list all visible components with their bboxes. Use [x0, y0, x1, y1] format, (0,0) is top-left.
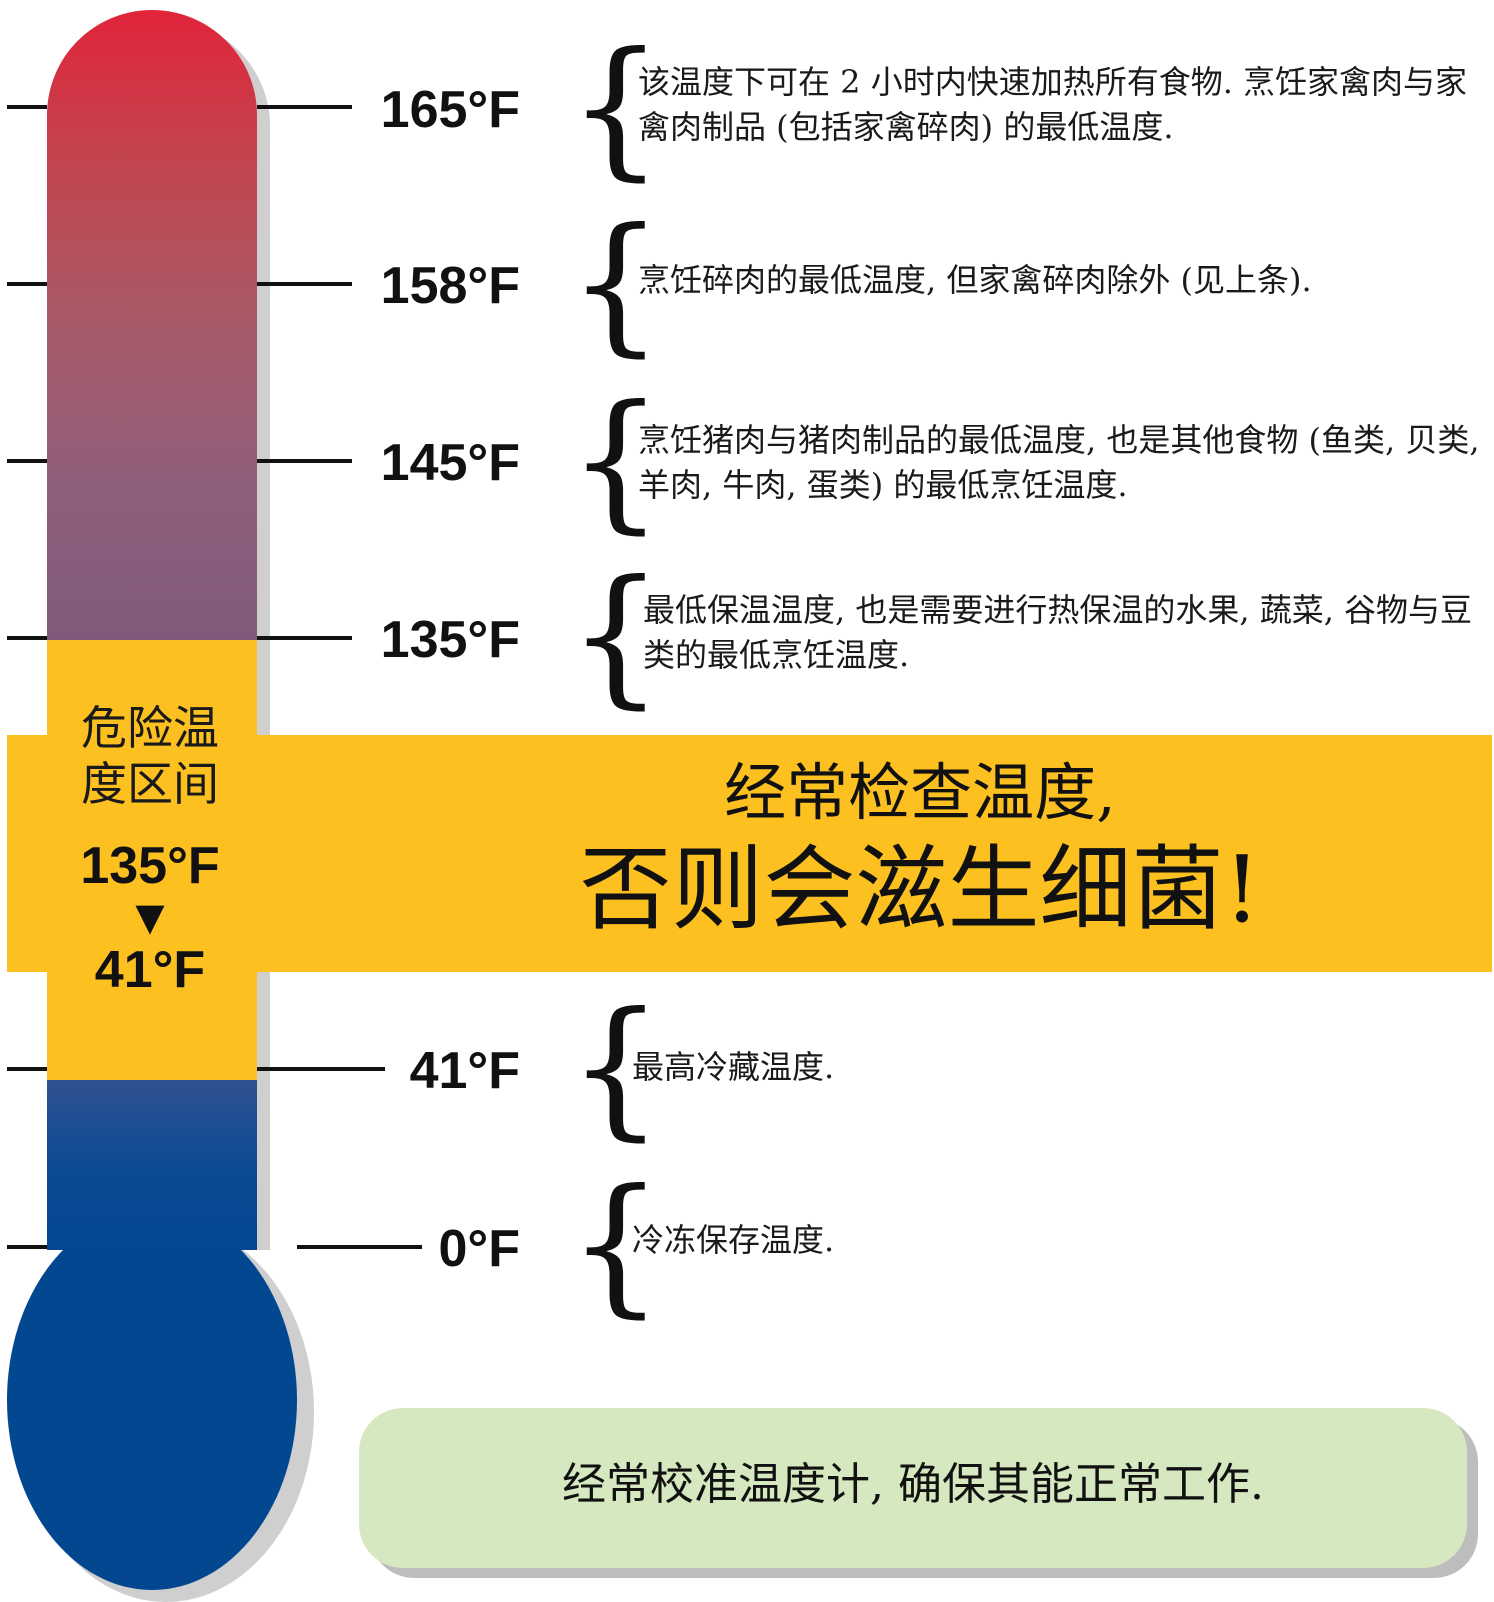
tick-right-165	[257, 105, 352, 109]
danger-zone-label-line-2: 度区间	[81, 757, 219, 811]
tick-left-0	[7, 1245, 47, 1249]
tick-right-0	[297, 1245, 422, 1249]
tick-right-158	[257, 282, 352, 286]
thermometer-bulb	[7, 1210, 297, 1590]
down-arrow-icon: ▼	[135, 895, 165, 939]
hot-zone	[47, 10, 257, 640]
calibration-note-text: 经常校准温度计, 确保其能正常工作.	[562, 1459, 1264, 1510]
thermometer-tube	[47, 10, 257, 1250]
temp-label-145: 145°F	[380, 434, 520, 492]
description-41: 最高冷藏温度.	[632, 1048, 835, 1086]
danger-zone-label: 危险温 度区间	[50, 700, 250, 812]
tick-right-145	[257, 459, 352, 463]
tick-right-41	[257, 1067, 385, 1071]
danger-zone-lower-temp: 41°F	[94, 941, 206, 999]
brace-icon: {	[568, 549, 664, 723]
cold-zone	[47, 1080, 257, 1250]
brace-icon: {	[568, 197, 664, 371]
danger-zone	[47, 640, 257, 1080]
temp-label-0: 0°F	[438, 1220, 520, 1278]
tick-left-145	[7, 459, 47, 463]
temp-label-41: 41°F	[409, 1042, 520, 1100]
tick-left-165	[7, 105, 47, 109]
calibration-note-box	[359, 1408, 1467, 1568]
temp-label-165: 165°F	[380, 81, 520, 139]
temp-label-135: 135°F	[380, 611, 520, 669]
banner-line-2: 否则会滋生细菌!	[579, 836, 1261, 943]
temp-label-158: 158°F	[380, 257, 520, 315]
tick-right-135	[257, 636, 352, 640]
danger-zone-upper-temp: 135°F	[80, 837, 220, 895]
description-135: 最低保温温度, 也是需要进行热保温的水果, 蔬菜, 谷物与豆类的最低烹饪温度.	[643, 591, 1473, 674]
banner-line-1: 经常检查温度,	[724, 756, 1116, 829]
description-165: 该温度下可在 2 小时内快速加热所有食物. 烹饪家禽肉与家禽肉制品 (包括家禽碎…	[638, 63, 1468, 146]
description-145: 烹饪猪肉与猪肉制品的最低温度, 也是其他食物 (鱼类, 贝类, 羊肉, 牛肉, …	[638, 421, 1480, 504]
danger-zone-label-line-1: 危险温	[81, 701, 219, 755]
brace-icon: {	[568, 1158, 664, 1332]
brace-icon: {	[568, 374, 664, 548]
tick-left-158	[7, 282, 47, 286]
tick-left-135	[7, 636, 47, 640]
brace-icon: {	[568, 21, 664, 195]
tick-left-41	[7, 1067, 47, 1071]
brace-icon: {	[568, 981, 664, 1155]
description-158: 烹饪碎肉的最低温度, 但家禽碎肉除外 (见上条).	[638, 261, 1312, 299]
description-0: 冷冻保存温度.	[632, 1221, 835, 1259]
